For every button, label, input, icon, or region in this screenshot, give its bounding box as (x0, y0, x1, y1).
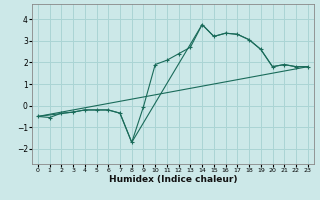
X-axis label: Humidex (Indice chaleur): Humidex (Indice chaleur) (108, 175, 237, 184)
